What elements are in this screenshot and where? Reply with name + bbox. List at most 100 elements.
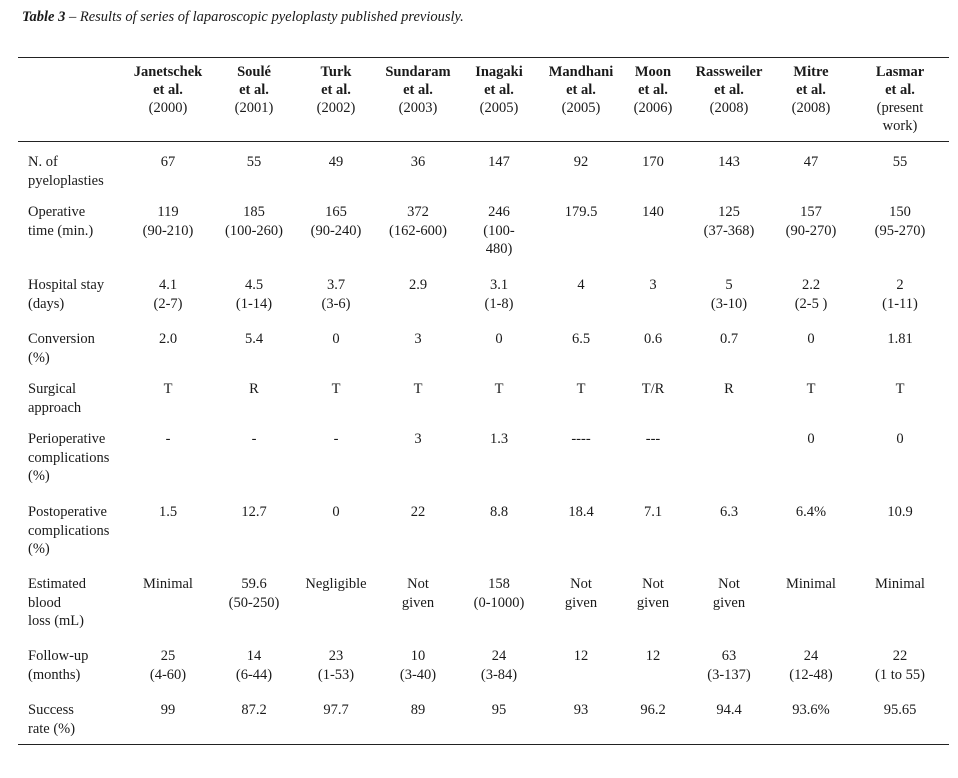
row-label: Operative time (min.) — [28, 204, 94, 239]
table-cell: Not given — [564, 576, 598, 611]
table-cell: 36 — [410, 154, 426, 170]
row-label: Estimated blood loss (mL) — [28, 576, 86, 629]
table-cell: 165 (90-240) — [310, 204, 362, 239]
caption-label: Table 3 — [22, 9, 66, 25]
column-header-year: (2003) — [398, 100, 438, 116]
table-cell: 5.4 — [244, 331, 264, 347]
column-header: Moon et al. (2006) — [607, 63, 699, 117]
table-cell: 140 — [642, 204, 664, 220]
table-cell: T — [163, 381, 173, 397]
table-cell: 2.0 — [158, 331, 178, 347]
table-cell: 0 — [807, 431, 815, 447]
table-cell: 10.9 — [887, 504, 913, 520]
table-cell: 246 (100- 480) — [483, 204, 515, 257]
table-cell: 47 — [803, 154, 819, 170]
top-rule — [18, 57, 949, 59]
table-cell: T — [895, 381, 905, 397]
table-cell: 3 — [649, 277, 657, 293]
table-cell: 4 — [577, 277, 585, 293]
table-cell: 22 (1 to 55) — [875, 648, 925, 683]
column-header-authors: Moon et al. — [634, 64, 672, 98]
column-header-authors: Soulé et al. — [237, 64, 271, 98]
column-header: Lasmar et al. (present work) — [854, 63, 946, 135]
table-cell: 0 — [896, 431, 904, 447]
table-cell: 63 (3-137) — [707, 648, 751, 683]
table-cell: 185 (100-260) — [225, 204, 283, 239]
table-cell: T/R — [641, 381, 665, 397]
table-cell: 89 — [410, 702, 426, 718]
row-label: Postoperative complications (%) — [28, 504, 110, 557]
row-label: N. of pyeloplasties — [28, 154, 104, 189]
table-cell: 2.2 (2-5 ) — [794, 277, 828, 312]
table-cell: 87.2 — [241, 702, 267, 718]
table-cell: 3 — [414, 431, 422, 447]
table-cell: 18.4 — [568, 504, 594, 520]
column-header: Janetschek et al. (2000) — [122, 63, 214, 117]
table-cell: 1.5 — [158, 504, 178, 520]
table-cell: 119 (90-210) — [142, 204, 194, 239]
bottom-rule — [18, 744, 949, 746]
column-header-year: (2000) — [148, 100, 188, 116]
row-label: Surgical approach — [28, 381, 82, 416]
table-cell: 0.6 — [643, 331, 663, 347]
table-cell: 55 — [892, 154, 908, 170]
table-cell: 95.65 — [883, 702, 917, 718]
row-label: Success rate (%) — [28, 702, 76, 737]
table-cell: Not given — [401, 576, 435, 611]
column-header-authors: Turk et al. — [320, 64, 352, 98]
column-header-year: (2008) — [709, 100, 749, 116]
column-header-authors: Sundaram et al. — [385, 64, 451, 98]
table-cell: 0.7 — [719, 331, 739, 347]
column-header-authors: Rassweiler et al. — [695, 64, 763, 98]
table-cell: 24 (3-84) — [480, 648, 518, 683]
table-cell: 3.7 (3-6) — [321, 277, 351, 312]
table-cell: 1.3 — [489, 431, 509, 447]
table-cell: 158 (0-1000) — [473, 576, 525, 611]
table-cell: 3 — [414, 331, 422, 347]
table-cell: 7.1 — [643, 504, 663, 520]
table-cell: 143 — [718, 154, 740, 170]
column-header-year: (2001) — [234, 100, 274, 116]
table-cell: 147 — [488, 154, 510, 170]
table-cell: 2.9 — [408, 277, 428, 293]
table-cell: 12 — [573, 648, 589, 664]
table-cell: 372 (162-600) — [389, 204, 447, 239]
table-cell: 93.6% — [792, 702, 830, 718]
row-label: Perioperative complications (%) — [28, 431, 110, 484]
column-header-year: (2006) — [633, 100, 673, 116]
table-cell: 99 — [160, 702, 176, 718]
table-cell: R — [249, 381, 259, 397]
table-cell: 25 (4-60) — [149, 648, 187, 683]
header-rule — [18, 141, 949, 142]
table-cell: 22 — [410, 504, 426, 520]
table-cell: 0 — [332, 331, 340, 347]
table-cell: T — [331, 381, 341, 397]
column-header-year: (2005) — [479, 100, 519, 116]
table-cell: 24 (12-48) — [789, 648, 833, 683]
column-header-year: (2002) — [316, 100, 356, 116]
table-cell: T — [494, 381, 504, 397]
table-cell: 12.7 — [241, 504, 267, 520]
column-header-authors: Lasmar et al. — [875, 64, 925, 98]
table-cell: 14 (6-44) — [235, 648, 273, 683]
table-cell: 150 (95-270) — [874, 204, 926, 239]
table-cell: Minimal — [786, 576, 836, 592]
table-cell: 0 — [332, 504, 340, 520]
table-cell: - — [165, 431, 171, 447]
caption-text: – Results of series of laparoscopic pyel… — [65, 9, 464, 25]
table-cell: 96.2 — [640, 702, 666, 718]
table-cell: 3.1 (1-8) — [484, 277, 514, 312]
table-caption: Table 3 – Results of series of laparosco… — [22, 9, 464, 26]
table-cell: --- — [645, 431, 661, 447]
column-header: Sundaram et al. (2003) — [372, 63, 464, 117]
table-cell: 92 — [573, 154, 589, 170]
table-cell: T — [576, 381, 586, 397]
column-header: Inagaki et al. (2005) — [453, 63, 545, 117]
column-header-authors: Mitre et al. — [793, 64, 829, 98]
table-cell: 59.6 (50-250) — [228, 576, 280, 611]
row-label: Hospital stay (days) — [28, 277, 105, 312]
table-cell: 6.3 — [719, 504, 739, 520]
table-cell: T — [806, 381, 816, 397]
table-cell: 125 (37-368) — [703, 204, 755, 239]
row-label: Conversion (%) — [28, 331, 95, 366]
